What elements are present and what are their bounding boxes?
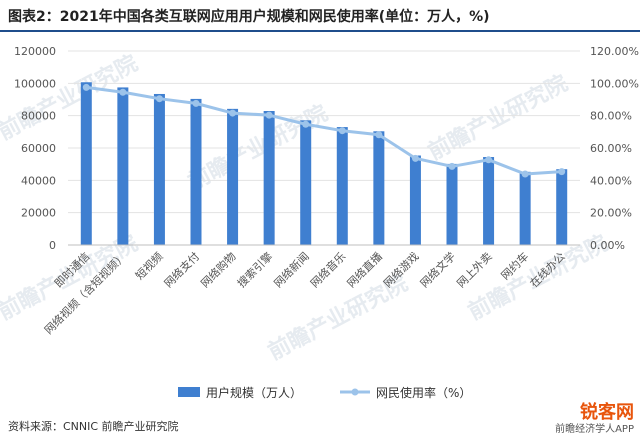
usage-rate-point — [265, 111, 273, 119]
usage-rate-point — [521, 170, 529, 178]
usage-rate-point — [411, 154, 419, 162]
y-tick-label-right: 80.00% — [590, 110, 632, 123]
site-logo-badge: 锐客网 前瞻经济学人APP — [555, 398, 634, 435]
y-tick-label-left: 100000 — [14, 77, 56, 90]
x-tick-label: 网络游戏 — [381, 249, 422, 290]
x-tick-label: 网络文学 — [417, 249, 458, 290]
bar — [336, 127, 348, 245]
x-tick-label: 网络支付 — [161, 249, 202, 290]
usage-rate-point — [302, 120, 310, 128]
x-tick-label: 网络直播 — [344, 249, 385, 290]
bar — [190, 98, 202, 245]
bar — [373, 131, 385, 245]
y-tick-label-right: 40.00% — [590, 174, 632, 187]
y-tick-label-left: 80000 — [21, 110, 56, 123]
y-tick-label-left: 0 — [49, 239, 56, 252]
source-note: 资料来源：CNNIC 前瞻产业研究院 — [8, 420, 179, 433]
y-tick-label-right: 100.00% — [590, 77, 639, 90]
y-tick-label-right: 60.00% — [590, 142, 632, 155]
x-tick-label: 网约车 — [498, 249, 531, 282]
bar — [153, 93, 165, 245]
usage-rate-point — [155, 95, 163, 103]
bar — [300, 120, 312, 245]
y-tick-label-right: 20.00% — [590, 207, 632, 220]
y-tick-label-left: 120000 — [14, 45, 56, 58]
legend-label: 网民使用率（%） — [376, 385, 471, 400]
badge-main: 锐客网 — [580, 402, 634, 423]
bar — [446, 163, 458, 245]
bar — [117, 87, 129, 246]
x-tick-label: 网络新闻 — [271, 249, 312, 290]
badge-sub: 前瞻经济学人APP — [555, 424, 634, 435]
usage-rate-point — [375, 131, 383, 139]
x-tick-label: 网络购物 — [198, 249, 239, 290]
x-tick-label: 在线办公 — [527, 249, 568, 290]
y-tick-label-left: 20000 — [21, 207, 56, 220]
legend-swatch-marker — [351, 388, 359, 396]
usage-rate-point — [192, 99, 200, 107]
usage-rate-point — [229, 109, 237, 117]
legend-label: 用户规模（万人） — [206, 385, 302, 400]
bar-line-chart: 0 20000 40000 60000 80000 100000 120000 0.00% 20… — [14, 45, 639, 400]
x-tick-label: 网络音乐 — [307, 249, 348, 290]
legend-swatch-bar — [178, 387, 200, 397]
x-tick-label: 搜索引擎 — [234, 249, 275, 290]
bar — [80, 82, 92, 245]
usage-rate-point — [558, 168, 566, 176]
usage-rate-point — [485, 156, 493, 164]
y-tick-label-right: 0.00% — [590, 239, 625, 252]
bar — [263, 111, 275, 245]
usage-rate-point — [448, 162, 456, 170]
usage-rate-line — [86, 85, 562, 176]
bar — [227, 108, 239, 245]
bar — [519, 171, 531, 245]
chart-title: 图表2：2021年中国各类互联网应用用户规模和网民使用率(单位：万人，%) — [8, 9, 490, 25]
y-tick-label-left: 60000 — [21, 142, 56, 155]
bar — [556, 169, 568, 245]
y-tick-label-right: 120.00% — [590, 45, 639, 58]
bar — [483, 157, 495, 245]
title-divider — [0, 30, 640, 32]
x-tick-label: 短视频 — [132, 249, 165, 282]
y-tick-label-left: 40000 — [21, 174, 56, 187]
bar — [409, 155, 421, 245]
x-tick-label: 网上外卖 — [454, 250, 494, 290]
usage-rate-point — [119, 88, 127, 96]
usage-rate-point — [82, 83, 90, 91]
usage-rate-point — [338, 127, 346, 135]
